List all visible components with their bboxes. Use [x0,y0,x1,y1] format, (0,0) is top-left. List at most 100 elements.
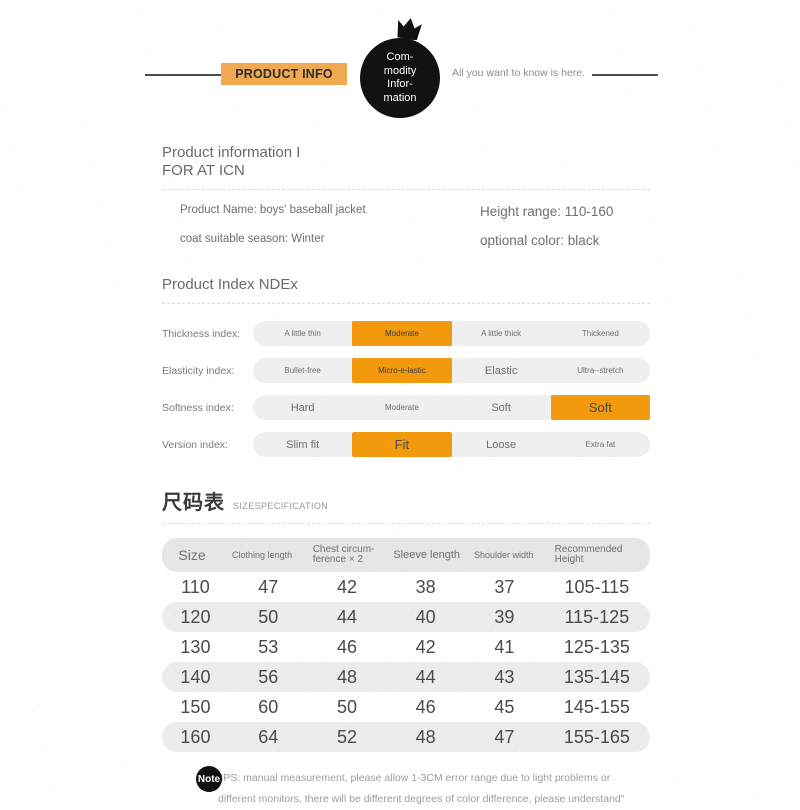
size-divider [162,523,650,524]
index-cell-thickness-4[interactable]: Thickened [581,329,619,338]
size-col-shoulder: Shoulder width [473,549,534,560]
info-product-name: Product Name: boys' baseball jacket [180,204,366,216]
index-cell-thickness-3[interactable]: A little thick [481,329,522,338]
product-info-banner: PRODUCT INFO [221,63,347,85]
cell-size: 140 [180,666,211,687]
size-table: Size Clothing length Chest circum-ferenc… [162,538,650,752]
cell-chest: 52 [336,726,357,747]
header-rule-right [592,74,658,76]
cell-sleeve: 38 [415,576,436,597]
cell-recommended: 115-125 [564,606,630,627]
cell-size: 150 [180,696,211,717]
product-info-banner-label: PRODUCT INFO [235,67,333,81]
commodity-badge: Com- modity Infor- mation [360,16,442,120]
index-track-thickness: A little thin Moderate A little thick Th… [253,321,650,346]
index-label-elasticity: Elasticity index: [162,364,235,377]
index-cell-elasticity-2[interactable]: Micro-e-lastic [352,358,452,383]
index-cell-elasticity-1[interactable]: Bullet-free [284,366,321,375]
index-cell-elasticity-4[interactable]: Ultra--stretch [577,366,624,375]
note-section: Note TIPS: manual measurement, please al… [0,766,800,810]
table-row: 140 56 48 44 43 135-145 [162,662,650,692]
note-badge: Note [196,766,222,792]
cell-shoulder: 41 [494,636,515,657]
index-cell-softness-2[interactable]: Moderate [384,403,419,412]
cell-size: 110 [181,576,210,597]
size-col-chest: Chest circum-ference × 2 [312,543,375,565]
cell-clothing: 60 [258,696,279,717]
size-col-recommended: Recommended Height [554,543,623,565]
index-label-softness: Softness index: [162,401,234,414]
cell-sleeve: 40 [415,606,436,627]
cell-sleeve: 46 [415,696,436,717]
commodity-badge-circle: Com- modity Infor- mation [360,38,440,118]
cell-shoulder: 39 [494,606,515,627]
crown-icon [397,18,422,40]
product-information-section: Product information I FOR AT ICN Product… [0,144,800,248]
index-cell-elasticity-3[interactable]: Elastic [484,364,518,377]
index-cell-softness-3[interactable]: Soft [491,401,511,414]
size-col-clothing: Clothing length [232,549,293,560]
product-information-title: Product information I FOR AT ICN [162,144,650,180]
badge-line-2: modity [383,64,417,77]
cell-sleeve: 48 [415,726,436,747]
index-track-version: Slim fit Fit Loose Extra fat [253,432,650,457]
product-index-title: Product Index NDEx [162,276,298,293]
info-divider [162,189,650,190]
cell-recommended: 105-115 [564,576,630,597]
table-row: 130 53 46 42 41 125-135 [162,632,650,662]
info-height-range: Height range: 110-160 [480,204,614,219]
index-row-version: Version index: Slim fit Fit Loose Extra … [162,429,650,460]
table-row: 160 64 52 48 47 155-165 [162,722,650,752]
index-row-thickness: Thickness index: A little thin Moderate … [162,318,650,349]
index-cell-softness-1[interactable]: Hard [290,401,315,414]
index-row-elasticity: Elasticity index: Bullet-free Micro-e-la… [162,355,650,386]
cell-size: 120 [180,606,211,627]
cell-size: 160 [180,726,211,747]
cell-recommended: 145-155 [563,696,630,717]
index-label-thickness: Thickness index: [162,327,241,340]
cell-recommended: 125-135 [563,636,630,657]
table-row: 110 47 42 38 37 105-115 [162,572,650,602]
size-col-sleeve: Sleeve length [393,548,460,561]
size-title-en: SIZESPECIFICATION [233,501,329,511]
product-information-grid: Product Name: boys' baseball jacket Heig… [162,204,650,248]
cell-shoulder: 45 [494,696,515,717]
index-cell-version-2[interactable]: Fit [352,432,452,457]
page-header: PRODUCT INFO Com- modity Infor- mation A… [0,0,800,126]
cell-sleeve: 44 [415,666,436,687]
index-label-version: Version index: [162,438,228,451]
cell-clothing: 64 [258,726,279,747]
index-cell-version-3[interactable]: Loose [486,438,517,451]
cell-chest: 48 [336,666,357,687]
badge-line-4: mation [383,91,417,104]
size-table-header-row: Size Clothing length Chest circum-ferenc… [162,538,650,572]
size-specification-section: 尺码表 SIZESPECIFICATION Size Clothing leng… [0,486,800,752]
info-suitable-season: coat suitable season: Winter [180,233,325,245]
index-cell-thickness-2[interactable]: Moderate [352,321,452,346]
cell-recommended: 155-165 [563,726,630,747]
note-text: TIPS: manual measurement, please allow 1… [196,768,650,810]
index-cell-version-4[interactable]: Extra fat [585,440,616,449]
index-row-softness: Softness index: Hard Moderate Soft Soft [162,392,650,423]
cell-chest: 46 [336,636,357,657]
badge-line-1: Com- [386,51,414,63]
index-track-elasticity: Bullet-free Micro-e-lastic Elastic Ultra… [253,358,650,383]
cell-clothing: 47 [258,576,279,597]
index-cell-version-1[interactable]: Slim fit [286,438,320,451]
table-row: 150 60 50 46 45 145-155 [162,692,650,722]
index-cell-softness-4[interactable]: Soft [550,395,650,420]
size-title-cn: 尺码表 [162,492,225,514]
index-divider [162,303,650,304]
cell-shoulder: 47 [494,726,515,747]
size-col-size: Size [178,546,206,563]
product-index-section: Product Index NDEx Thickness index: A li… [0,276,800,460]
header-rule-left [145,74,223,76]
cell-clothing: 50 [258,606,279,627]
cell-clothing: 53 [258,636,279,657]
index-cell-thickness-1[interactable]: A little thin [284,329,321,338]
cell-shoulder: 43 [494,666,515,687]
cell-chest: 50 [336,696,357,717]
info-optional-color: optional color: black [480,233,600,248]
badge-line-3: Infor- [387,78,413,90]
cell-shoulder: 37 [494,576,515,597]
